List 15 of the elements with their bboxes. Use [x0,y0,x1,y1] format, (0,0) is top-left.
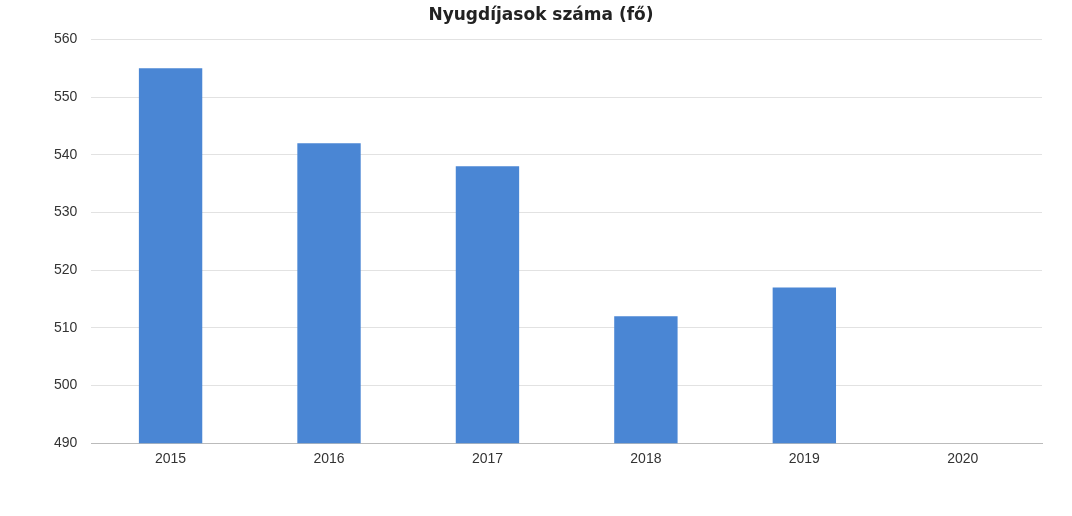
x-tick-label: 2020 [947,450,979,467]
x-tick-label: 2016 [313,450,345,467]
y-tick-label: 560 [54,30,78,47]
y-tick-label: 540 [54,145,78,162]
x-tick-label: 2017 [471,450,504,467]
y-tick-label: 500 [54,376,78,393]
y-tick-label: 490 [54,434,78,451]
y-tick-label: 510 [54,318,78,335]
y-tick-label: 520 [54,261,78,277]
y-tick-label: 530 [54,203,78,220]
x-tick-label: 2018 [630,450,662,467]
x-tick-label: 2015 [155,450,187,467]
y-tick-label: 550 [54,87,78,104]
x-tick-label: 2019 [788,450,821,467]
chart-title: Nyugdíjasok száma (fő) [428,3,654,24]
